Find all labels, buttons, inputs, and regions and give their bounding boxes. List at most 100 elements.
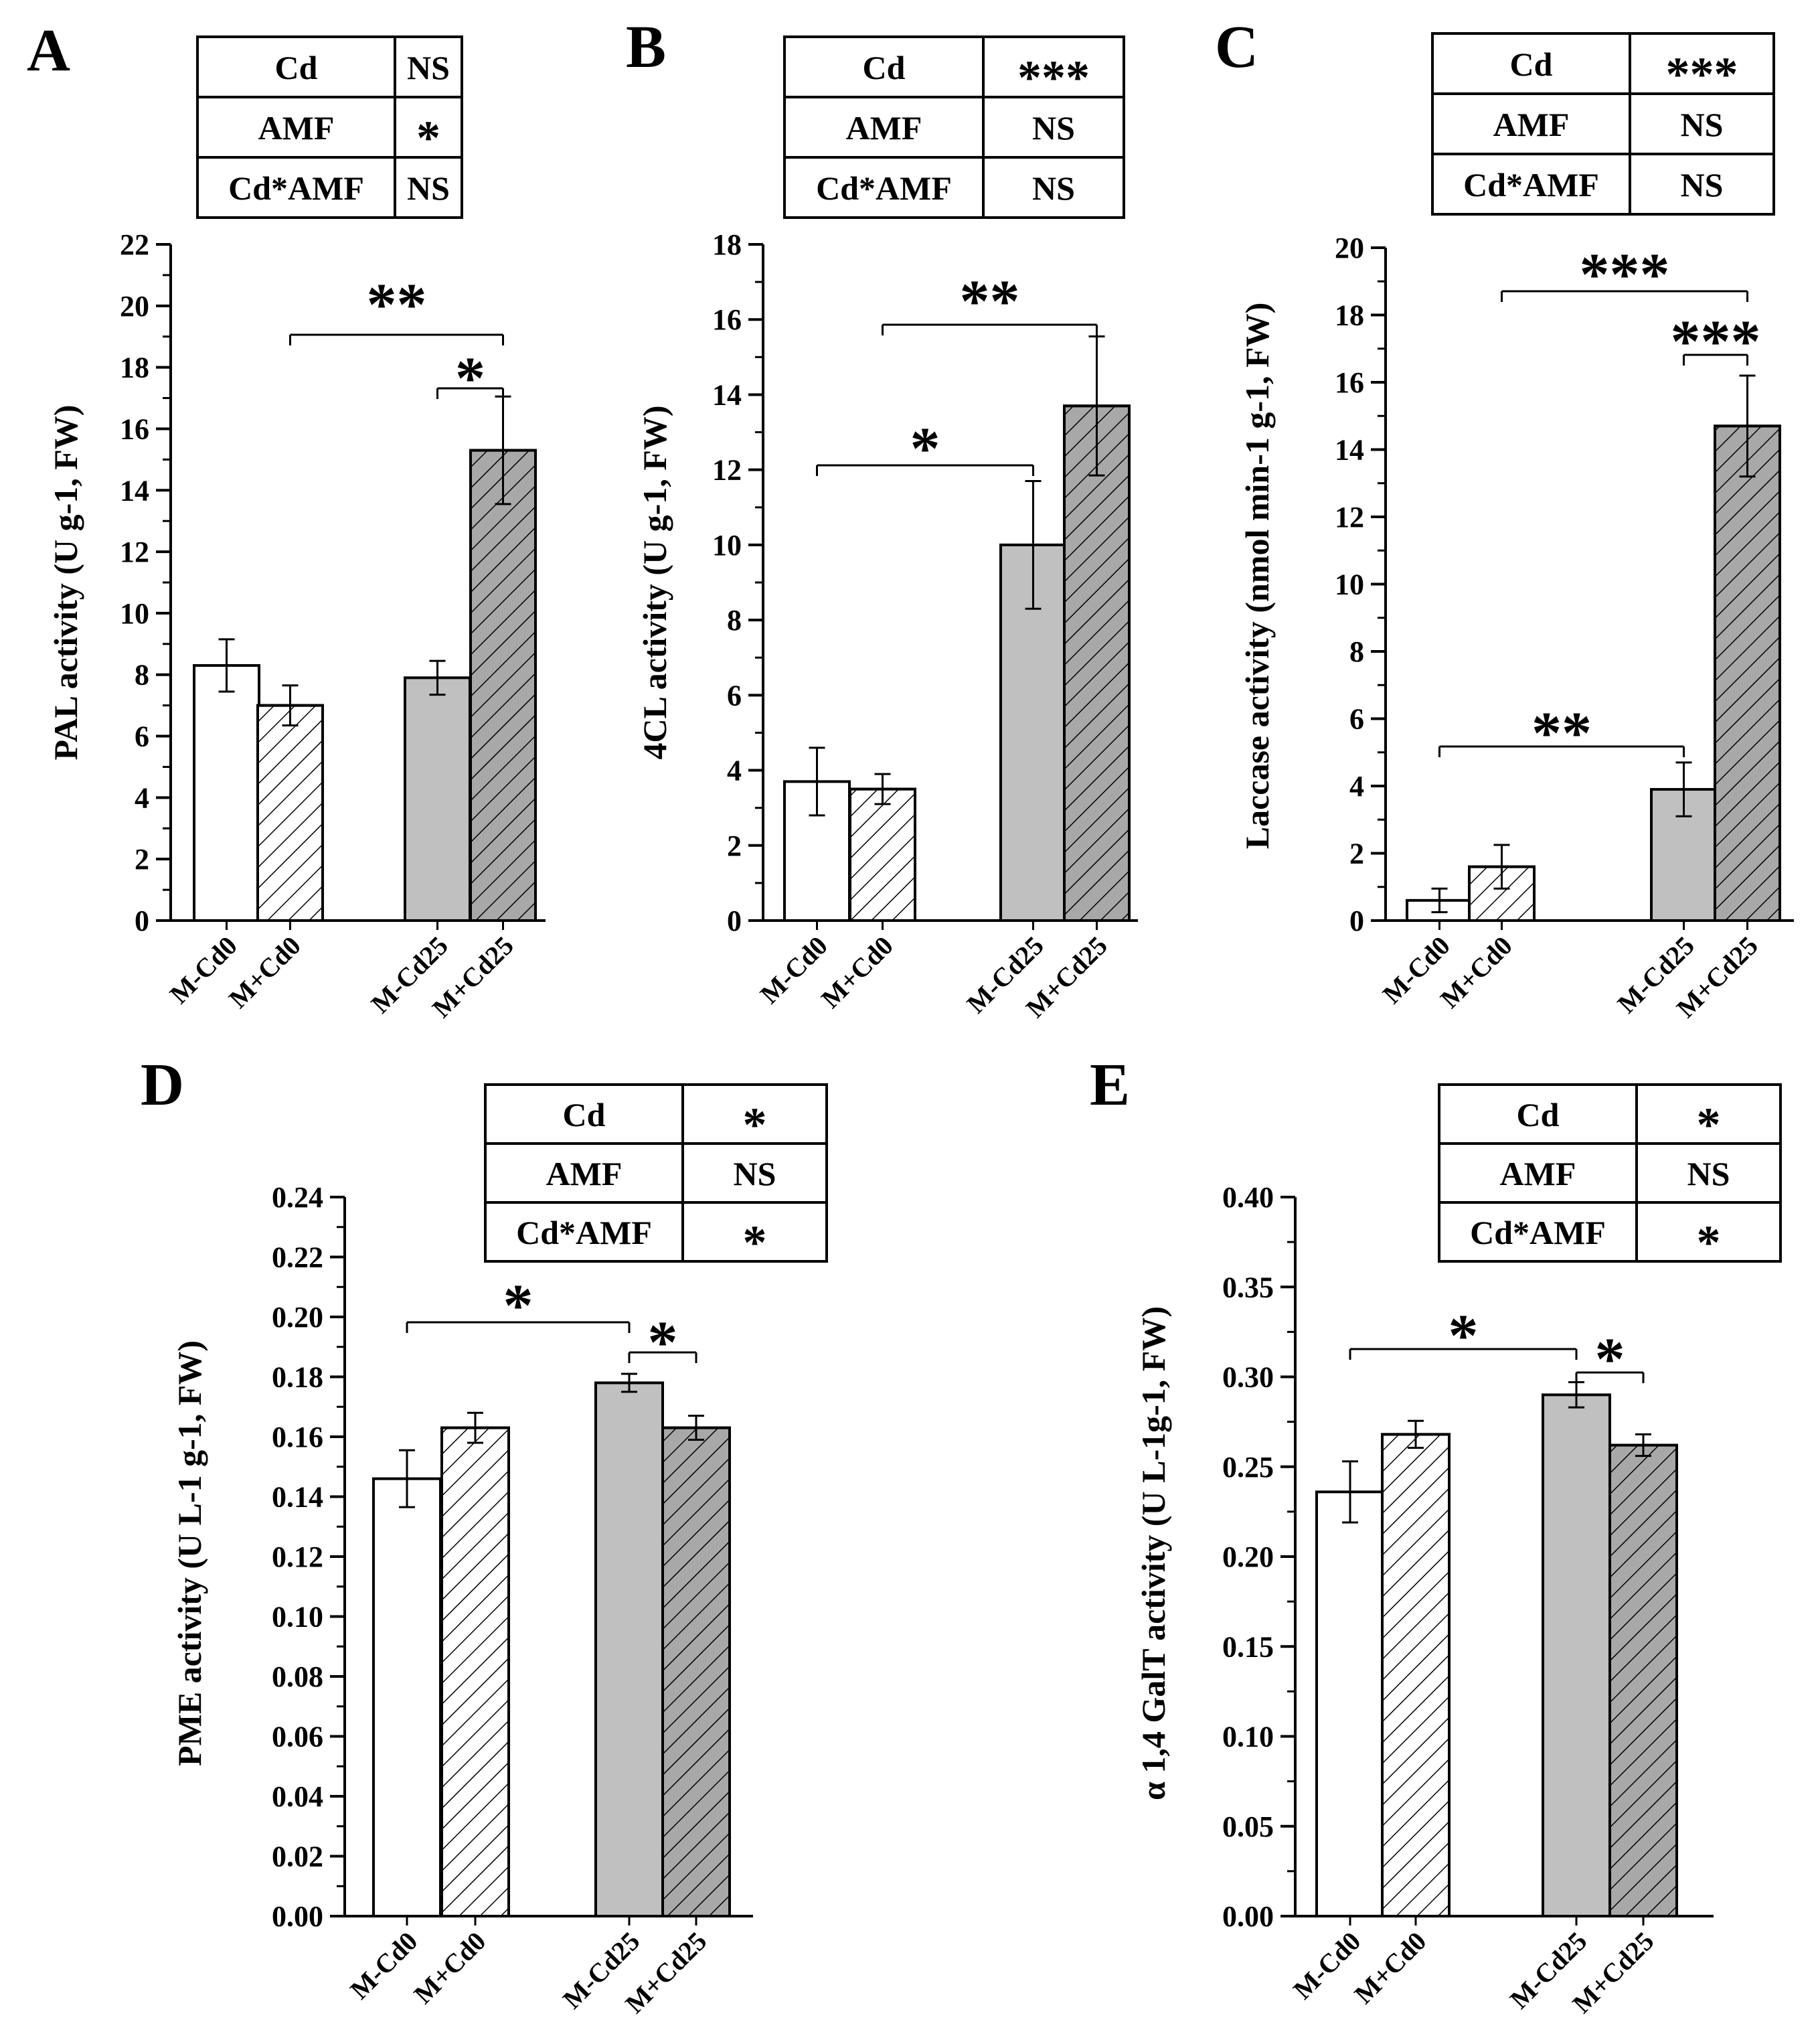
bar-m-cd25 [404, 676, 471, 922]
anova-table [1438, 1083, 1782, 1263]
category-label: M+Cd0 [1348, 1926, 1432, 2010]
y-tick-label: 0.06 [272, 1721, 323, 1753]
anova-factor: Cd*AMF [228, 169, 364, 207]
y-tick-label: 0.22 [272, 1241, 323, 1274]
anova-result: NS [1681, 166, 1724, 204]
anova-factor: Cd [275, 49, 318, 86]
anova-result: NS [734, 1155, 776, 1192]
bar-m-cd25 [594, 1381, 664, 1917]
bar-hatch-m+cd25 [469, 449, 537, 922]
y-tick-label: 4 [727, 755, 742, 787]
y-tick-label: 16 [120, 412, 149, 445]
y-tick-label: 0.25 [1222, 1451, 1274, 1484]
significance-label: ** [367, 272, 427, 338]
y-axis-title: PAL activity (U g-1, FW) [47, 405, 84, 761]
anova-result: NS [1032, 109, 1075, 147]
y-tick-label: 0.10 [1222, 1721, 1274, 1753]
y-tick-label: 18 [120, 351, 149, 384]
anova-result: NS [1681, 106, 1724, 143]
y-axis-title: α 1,4 GalT activity (U L-1g-1, FW) [1135, 1306, 1172, 1800]
y-axis-title: Laccase activity (nmol min-1 g-1, FW) [1238, 303, 1276, 850]
panel-D: D 0.00 0.02 0.04 0.06 0.08 0.10 0.12 0.14 0.16 0.1… [141, 1052, 828, 2019]
significance-label: * [1595, 1326, 1625, 1393]
anova-table [783, 35, 1125, 219]
anova-result: NS [407, 169, 450, 207]
y-tick-label: 0.08 [272, 1660, 323, 1693]
y-tick-label: 8 [727, 604, 742, 637]
panel-letter: A [27, 17, 70, 84]
significance-label: ** [1532, 700, 1592, 767]
y-tick-label: 0.20 [1222, 1541, 1274, 1573]
significance-label: *** [1580, 242, 1670, 308]
significance-label: *** [1671, 309, 1761, 375]
y-tick-label: 0 [727, 905, 742, 937]
y-axis-title: PME activity (U L-1 g-1, FW) [171, 1340, 208, 1766]
y-tick-label: 0.00 [272, 1900, 323, 1933]
y-tick-label: 18 [712, 228, 742, 261]
y-axis-title: 4CL activity (U g-1, FW) [636, 405, 673, 759]
significance-label: * [910, 416, 940, 482]
anova-table [196, 35, 463, 219]
y-tick-label: 2 [1349, 838, 1364, 870]
y-tick-label: 0.16 [272, 1421, 323, 1453]
anova-factor: Cd [1517, 1096, 1560, 1133]
panel-C: C 0 2 4 6 8 10 12 14 16 18 20 Laccase activity (nmol… [1215, 14, 1794, 1024]
anova-factor: Cd*AMF [1463, 166, 1599, 204]
anova-factor: AMF [1493, 106, 1570, 143]
y-tick-label: 0.20 [272, 1301, 323, 1334]
y-tick-label: 4 [135, 781, 149, 814]
y-tick-label: 0 [1349, 905, 1364, 937]
y-tick-label: 14 [1335, 434, 1364, 467]
anova-result: * [416, 111, 440, 165]
anova-factor: Cd [563, 1096, 606, 1133]
y-tick-label: 2 [727, 830, 742, 862]
anova-result: * [743, 1098, 767, 1152]
bar-hatch-m+cd25 [661, 1426, 731, 1917]
y-tick-label: 2 [135, 843, 149, 876]
anova-factor: AMF [258, 109, 335, 147]
y-tick-label: 12 [712, 454, 742, 487]
anova-result: * [1697, 1098, 1721, 1152]
anova-factor: AMF [846, 109, 922, 147]
bar-m-cd25 [1542, 1393, 1611, 1918]
anova-result: NS [407, 49, 450, 86]
y-tick-label: 4 [1349, 770, 1364, 803]
bar-hatch-m+cd0 [256, 704, 324, 922]
y-tick-label: 20 [120, 290, 149, 323]
bar-m-cd0 [1315, 1490, 1385, 1918]
anova-table [1431, 32, 1775, 216]
anova-result: * [1697, 1216, 1721, 1269]
significance-label: * [648, 1310, 678, 1376]
bar-hatch-m+cd25 [1608, 1443, 1678, 1917]
y-tick-label: 8 [1349, 635, 1364, 668]
bar-hatch-m+cd0 [1381, 1433, 1451, 1917]
significance-label: * [455, 345, 485, 412]
y-tick-label: 0.18 [272, 1361, 323, 1394]
significance-label: ** [960, 268, 1020, 335]
y-tick-label: 0.10 [272, 1601, 323, 1634]
bar-hatch-m+cd25 [1063, 404, 1131, 922]
bar-hatch-m+cd0 [849, 787, 916, 922]
y-tick-label: 18 [1335, 299, 1364, 332]
y-tick-label: 0.14 [272, 1481, 323, 1514]
category-label: M+Cd0 [408, 1926, 491, 2010]
y-tick-label: 6 [727, 679, 742, 712]
anova-table [484, 1083, 828, 1263]
y-tick-label: 16 [1335, 366, 1364, 399]
anova-factor: AMF [546, 1155, 623, 1192]
y-tick-label: 6 [135, 720, 149, 753]
significance-label: * [1449, 1303, 1479, 1369]
bar-hatch-m+cd25 [1714, 424, 1781, 922]
y-tick-label: 20 [1335, 232, 1364, 264]
y-tick-label: 0.35 [1222, 1271, 1274, 1304]
bar-hatch-m+cd0 [1468, 865, 1536, 922]
y-tick-label: 0 [135, 905, 149, 937]
y-tick-label: 0.00 [1222, 1900, 1274, 1933]
y-tick-label: 14 [120, 474, 149, 507]
y-tick-label: 8 [135, 659, 149, 692]
category-label: M-Cd0 [344, 1926, 423, 2005]
y-tick-label: 10 [120, 597, 149, 630]
anova-result: NS [1032, 169, 1075, 207]
panel-letter: C [1215, 14, 1258, 80]
anova-factor: Cd [1510, 46, 1553, 83]
